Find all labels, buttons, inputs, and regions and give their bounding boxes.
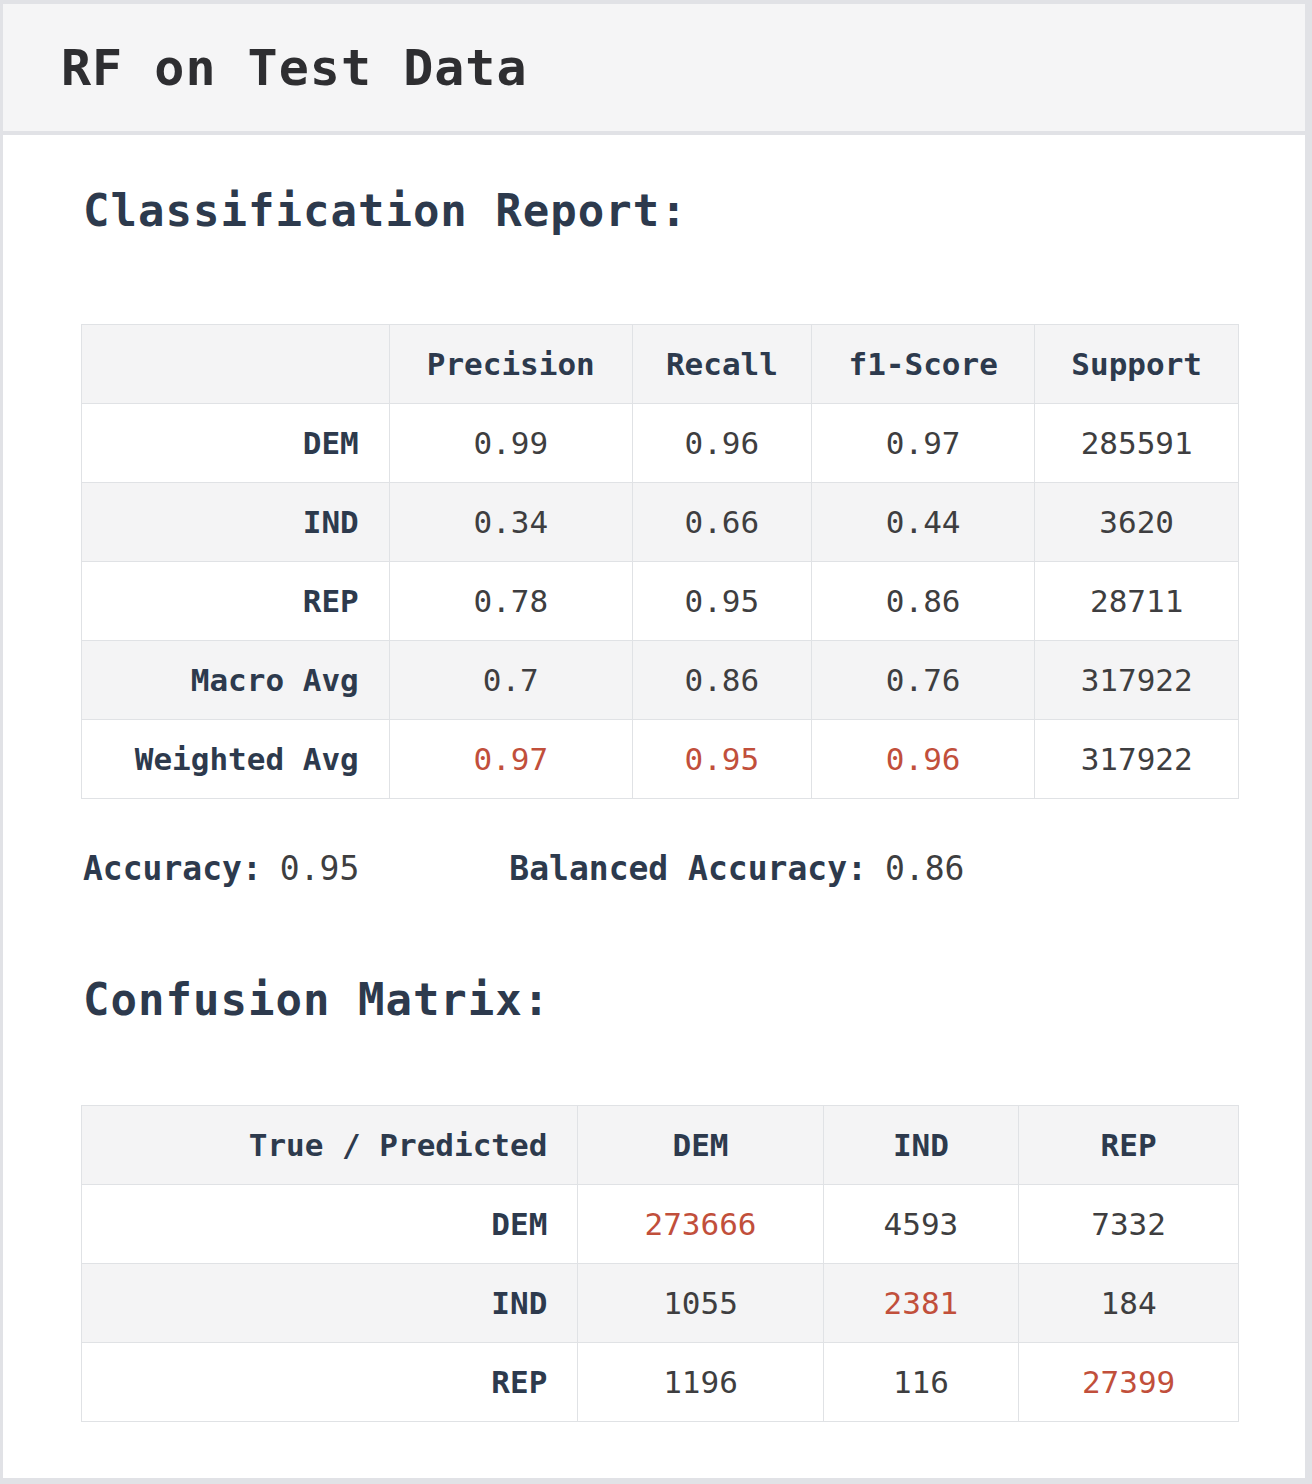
accuracy-summary: Accuracy: 0.95 Balanced Accuracy: 0.86 [83,849,1236,888]
page-title: RF on Test Data [61,39,528,97]
cell-value-highlighted: 27399 [1019,1343,1239,1422]
cell-value: 3620 [1035,483,1239,562]
cell-value: 0.99 [389,404,632,483]
confusion-matrix-table: True / Predicted DEM IND REP DEM 273666 … [81,1105,1239,1422]
row-label-ind: IND [82,1264,578,1343]
cell-value: 0.7 [389,641,632,720]
cell-value: 7332 [1019,1185,1239,1264]
column-header-recall: Recall [632,325,811,404]
row-label-dem: DEM [82,1185,578,1264]
cell-value: 0.34 [389,483,632,562]
cell-value-highlighted: 273666 [578,1185,823,1264]
column-header-true-predicted: True / Predicted [82,1106,578,1185]
cell-value: 0.96 [632,404,811,483]
cell-value: 1196 [578,1343,823,1422]
classification-report-title: Classification Report: [83,185,1236,236]
table-row: IND 0.34 0.66 0.44 3620 [82,483,1239,562]
card-header: RF on Test Data [3,4,1305,135]
cell-value: 0.78 [389,562,632,641]
accuracy-value: 0.95 [280,849,359,888]
cell-value: 4593 [823,1185,1019,1264]
balanced-accuracy-value: 0.86 [885,849,964,888]
row-label-rep: REP [82,1343,578,1422]
table-header-row: True / Predicted DEM IND REP [82,1106,1239,1185]
table-row: DEM 0.99 0.96 0.97 285591 [82,404,1239,483]
column-header-empty [82,325,390,404]
cell-value-highlighted: 2381 [823,1264,1019,1343]
row-label-weighted-avg: Weighted Avg [82,720,390,799]
accuracy-label: Accuracy: [83,849,262,888]
cell-value: 116 [823,1343,1019,1422]
cell-value: 1055 [578,1264,823,1343]
table-header-row: Precision Recall f1-Score Support [82,325,1239,404]
cell-value: 317922 [1035,641,1239,720]
balanced-accuracy-label: Balanced Accuracy: [509,849,867,888]
cell-value-highlighted: 0.97 [389,720,632,799]
row-label-macro-avg: Macro Avg [82,641,390,720]
cell-value: 0.86 [632,641,811,720]
cell-value: 0.44 [812,483,1035,562]
cell-value: 184 [1019,1264,1239,1343]
cell-value: 317922 [1035,720,1239,799]
column-header-precision: Precision [389,325,632,404]
table-row: REP 0.78 0.95 0.86 28711 [82,562,1239,641]
cell-value-highlighted: 0.96 [812,720,1035,799]
row-label-ind: IND [82,483,390,562]
table-row: REP 1196 116 27399 [82,1343,1239,1422]
classification-report-table: Precision Recall f1-Score Support DEM 0.… [81,324,1239,799]
table-row: IND 1055 2381 184 [82,1264,1239,1343]
column-header-support: Support [1035,325,1239,404]
cell-value: 0.66 [632,483,811,562]
row-label-dem: DEM [82,404,390,483]
cell-value-highlighted: 0.95 [632,720,811,799]
card-content: Classification Report: Precision Recall … [3,185,1305,1422]
cell-value: 28711 [1035,562,1239,641]
table-row: Weighted Avg 0.97 0.95 0.96 317922 [82,720,1239,799]
report-card: RF on Test Data Classification Report: P… [3,4,1305,1478]
table-row: DEM 273666 4593 7332 [82,1185,1239,1264]
cell-value: 0.76 [812,641,1035,720]
column-header-ind: IND [823,1106,1019,1185]
confusion-matrix-title: Confusion Matrix: [83,974,1236,1025]
cell-value: 0.95 [632,562,811,641]
column-header-f1-score: f1-Score [812,325,1035,404]
cell-value: 0.86 [812,562,1035,641]
cell-value: 0.97 [812,404,1035,483]
row-label-rep: REP [82,562,390,641]
table-row: Macro Avg 0.7 0.86 0.76 317922 [82,641,1239,720]
column-header-dem: DEM [578,1106,823,1185]
column-header-rep: REP [1019,1106,1239,1185]
cell-value: 285591 [1035,404,1239,483]
